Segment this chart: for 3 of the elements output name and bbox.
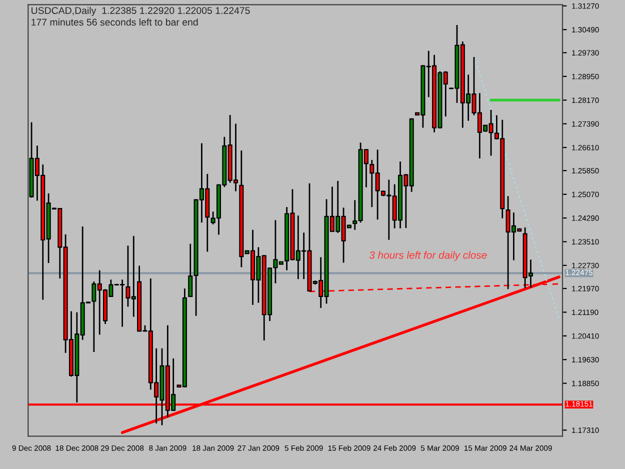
annotation: 3 hours left for daily close — [369, 251, 487, 261]
text: 177 minutes 56 seconds left to bar end — [32, 18, 198, 26]
chart-title: USDCAD,Daily 1.22385 1.22920 1.22005 1.22475 — [32, 6, 250, 16]
